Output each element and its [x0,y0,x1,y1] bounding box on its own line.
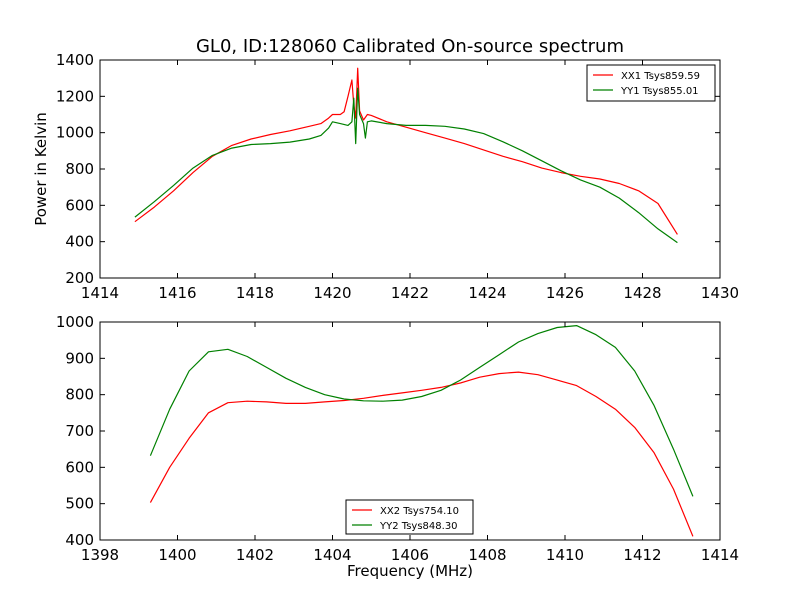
top-plot: 1414 1416 1418 1420 1422 1424 1426 1428 1430 200 4… [32,51,739,302]
x-tick-label: 1414 [81,284,119,302]
x-tick-label: 1416 [158,284,196,302]
legend-label: XX1 Tsys859.59 [621,71,700,82]
x-tick-label: 1404 [313,546,351,564]
chart-title: GL0, ID:128060 Calibrated On-source spec… [196,36,624,57]
x-tick-label: 1418 [236,284,274,302]
x-tick-label: 1424 [468,284,506,302]
x-tick-label: 1398 [81,546,119,564]
y-tick-label: 800 [65,386,94,404]
y-tick-label: 800 [65,160,94,178]
x-tick-label: 1410 [546,546,584,564]
legend-label: YY2 Tsys848.30 [379,521,458,532]
y-tick-label: 700 [65,422,94,440]
series-line-1 [149,371,694,537]
x-tick-label: 1426 [546,284,584,302]
x-tick-label: 1422 [391,284,429,302]
x-tick-label: 1414 [701,546,739,564]
x-tick-label: 1420 [313,284,351,302]
x-tick-label: 1408 [468,546,506,564]
legend-box [586,64,716,102]
legend-label: XX2 Tsys754.10 [380,506,459,517]
y-tick-label: 1400 [56,51,94,69]
y-tick-label: 1000 [56,124,94,142]
legend-label: YY1 Tsys855.01 [620,86,699,97]
y-tick-label: 200 [65,269,94,287]
y-tick-label: 1000 [56,313,94,331]
x-tick-label: 1430 [701,284,739,302]
x-tick-label: 1400 [158,546,196,564]
y-tick-label: 1200 [56,87,94,105]
bottom-plot: 1398 1400 1402 1404 1406 1408 1410 1412 1414 400 5… [56,313,739,580]
x-tick-label: 1428 [623,284,661,302]
y-tick-label: 400 [65,531,94,549]
y-tick-label: 600 [65,196,94,214]
series-line-1 [134,67,678,235]
x-axis-label: Frequency (MHz) [347,562,473,580]
y-tick-label: 400 [65,233,94,251]
y-tick-label: 900 [65,349,94,367]
y-tick-label: 600 [65,458,94,476]
x-tick-label: 1406 [391,546,429,564]
y-axis-label: Power in Kelvin [32,112,50,226]
series-line-2 [134,87,678,244]
y-tick-label: 500 [65,495,94,513]
series-line-2 [149,325,694,497]
legend-box [345,499,474,535]
x-tick-label: 1412 [623,546,661,564]
x-tick-label: 1402 [236,546,274,564]
